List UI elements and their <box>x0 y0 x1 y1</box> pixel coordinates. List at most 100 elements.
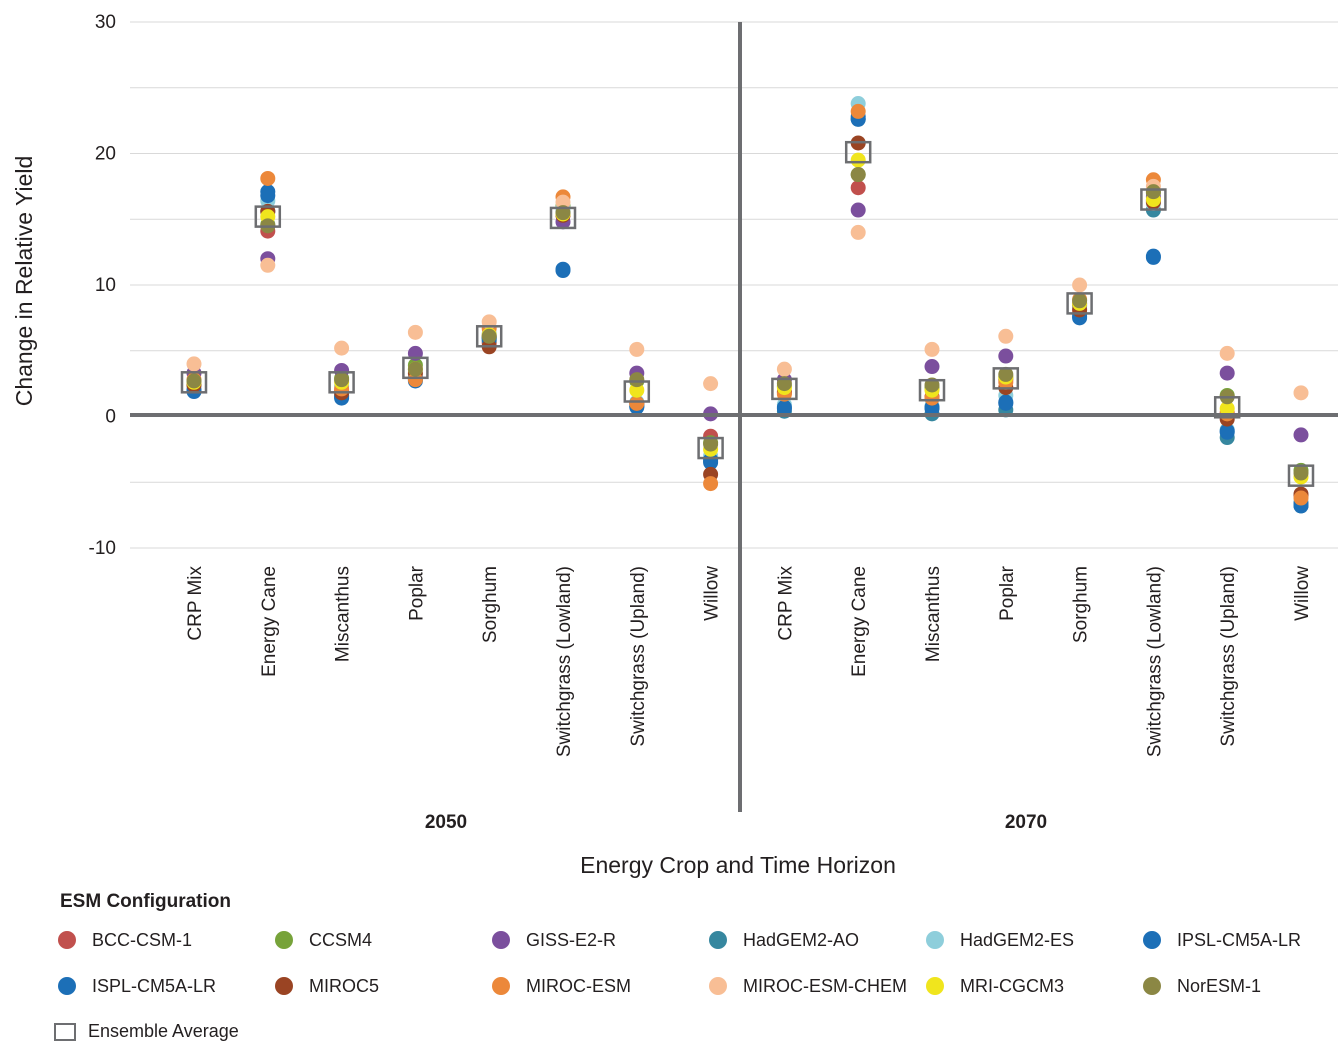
legend-dot-icon <box>58 931 76 949</box>
legend-label: CCSM4 <box>309 929 373 950</box>
data-point <box>998 366 1014 382</box>
legend-label: MIROC5 <box>309 975 380 996</box>
data-point <box>1293 490 1309 506</box>
data-point <box>998 348 1014 364</box>
category-label: Switchgrass (Lowland) <box>554 566 575 757</box>
data-point <box>850 103 866 119</box>
ensemble-average-marker <box>623 380 651 403</box>
data-point <box>407 324 423 340</box>
gridlines <box>130 21 1338 549</box>
scatter-chart: 30 20 10 0 -10 CRP Mix Energy Cane Miscanthus P… <box>11 12 1338 878</box>
data-point <box>334 372 350 388</box>
data-point <box>998 328 1014 344</box>
ensemble-average-marker <box>402 356 429 380</box>
data-point <box>1219 365 1235 381</box>
data-point <box>1145 184 1161 200</box>
category-label: Energy Cane <box>259 566 280 677</box>
ensemble-square-icon <box>54 1022 76 1041</box>
data-point <box>407 372 423 388</box>
group-label-2050: 2050 <box>425 812 467 833</box>
legend-label: MIROC-ESM-CHEM <box>743 975 907 996</box>
legend-dot-icon <box>275 977 293 995</box>
legend-label: MRI-CGCM3 <box>960 975 1064 996</box>
x-axis-title: Energy Crop and Time Horizon <box>580 852 896 878</box>
legend-label: HadGEM2-ES <box>960 929 1075 950</box>
legend-label: NorESM-1 <box>1177 975 1262 996</box>
ensemble-average-marker <box>328 371 355 394</box>
data-point <box>703 476 719 492</box>
legend: BCC-CSM-1 CCSM4 GISS-E2-R HadGEM2-AO HadGEM2… <box>58 928 1318 998</box>
data-point <box>998 394 1014 410</box>
ensemble-markers <box>180 140 1315 487</box>
data-point <box>260 257 276 273</box>
data-point <box>186 356 202 372</box>
legend-item: IPSL-CM5A-LR <box>1143 928 1338 952</box>
ensemble-average-marker <box>549 206 577 230</box>
legend-dot-icon <box>1143 931 1161 949</box>
legend-label: MIROC-ESM <box>526 975 631 996</box>
data-point <box>555 194 571 210</box>
ensemble-average-marker <box>475 325 503 348</box>
legend-item: CCSM4 <box>275 928 492 952</box>
ensemble-average-marker <box>918 378 946 402</box>
data-point <box>776 399 792 415</box>
data-point <box>1293 465 1309 481</box>
data-point <box>260 188 276 204</box>
legend-dot-icon <box>926 977 944 995</box>
data-point <box>1293 427 1309 443</box>
y-tick-label: -10 <box>89 538 116 559</box>
ensemble-average-marker <box>992 367 1020 390</box>
legend-item: MIROC-ESM-CHEM <box>709 974 926 998</box>
category-label: Willow <box>1292 566 1313 621</box>
data-point <box>703 436 719 452</box>
data-point <box>703 452 719 468</box>
data-point <box>850 224 866 240</box>
data-point <box>1219 401 1235 417</box>
legend-item: HadGEM2-ES <box>926 928 1143 952</box>
data-point <box>260 170 276 186</box>
ensemble-average-marker <box>1066 292 1093 315</box>
ensemble-average-marker <box>771 377 798 401</box>
category-label: CRP Mix <box>775 566 796 641</box>
data-point <box>924 341 940 357</box>
group-label-2070: 2070 <box>1005 812 1047 833</box>
ensemble-average-marker <box>180 371 208 394</box>
legend-item: MIROC5 <box>275 974 492 998</box>
data-point <box>629 341 645 357</box>
category-label: Willow <box>702 566 723 621</box>
category-label: Poplar <box>997 565 1018 621</box>
ensemble-average-marker <box>1287 464 1315 487</box>
data-points <box>186 96 1309 514</box>
data-point <box>850 167 866 183</box>
category-label: Poplar <box>406 565 427 621</box>
ensemble-average-marker <box>254 205 282 228</box>
ensemble-average-marker <box>697 436 724 460</box>
legend-item: ISPL-CM5A-LR <box>58 974 275 998</box>
data-point <box>481 328 497 344</box>
category-label: Miscanthus <box>333 566 354 662</box>
data-point <box>1145 248 1161 264</box>
data-point <box>1219 345 1235 361</box>
ensemble-legend-item: Ensemble Average <box>54 1021 239 1042</box>
legend-item: MIROC-ESM <box>492 974 709 998</box>
legend-label: IPSL-CM5A-LR <box>1177 929 1302 950</box>
ensemble-average-marker <box>1140 188 1167 211</box>
data-point <box>555 261 571 277</box>
category-label: Sorghum <box>480 566 501 643</box>
data-point <box>924 359 940 375</box>
legend-label: GISS-E2-R <box>526 929 617 950</box>
ensemble-average-marker <box>844 140 872 164</box>
category-label: Sorghum <box>1071 566 1092 643</box>
legend-dot-icon <box>709 931 727 949</box>
legend-dot-icon <box>709 977 727 995</box>
category-label: Switchgrass (Upland) <box>628 566 649 747</box>
data-point <box>850 152 866 168</box>
legend-label: HadGEM2-AO <box>743 929 860 950</box>
y-axis-title: Change in Relative Yield <box>11 156 37 407</box>
legend-item: NorESM-1 <box>1143 974 1338 998</box>
data-point <box>776 361 792 377</box>
ensemble-legend-label: Ensemble Average <box>88 1021 239 1041</box>
legend-dot-icon <box>492 931 510 949</box>
legend-label: ISPL-CM5A-LR <box>92 975 217 996</box>
data-point <box>407 361 423 377</box>
